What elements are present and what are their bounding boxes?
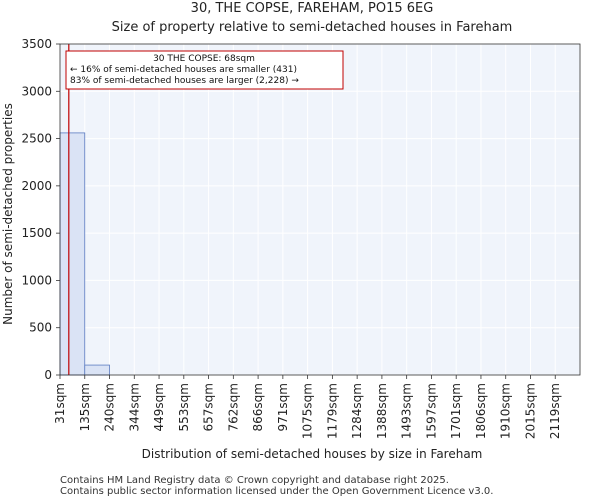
x-tick-label: 2015sqm — [523, 383, 537, 439]
y-tick-label: 500 — [29, 321, 52, 335]
y-tick-label: 3500 — [21, 37, 52, 51]
annotation-line-1: 30 THE COPSE: 68sqm — [153, 54, 255, 64]
x-tick-label: 866sqm — [251, 383, 265, 431]
y-tick-label: 0 — [44, 368, 52, 382]
x-axis: 31sqm 135sqm 240sqm 344sqm 449sqm 553sqm 657sq… — [53, 375, 562, 439]
footer-line-2: Contains public sector information licen… — [60, 486, 493, 497]
x-tick-label: 1179sqm — [325, 383, 339, 439]
x-tick-label: 135sqm — [78, 383, 92, 431]
y-tick-label: 2000 — [21, 179, 52, 193]
y-axis: 0 500 1000 1500 2000 2500 3000 3500 — [21, 37, 60, 382]
y-tick-label: 3000 — [21, 84, 52, 98]
footer-line-1: Contains HM Land Registry data © Crown c… — [60, 475, 449, 486]
x-axis-label: Distribution of semi-detached houses by … — [142, 447, 483, 461]
x-tick-label: 449sqm — [152, 383, 166, 431]
bar — [59, 132, 86, 376]
chart-title: 30, THE COPSE, FAREHAM, PO15 6EG — [191, 1, 434, 16]
x-tick-label: 762sqm — [226, 383, 240, 431]
grid — [59, 43, 581, 376]
annotation-line-3: 83% of semi-detached houses are larger (… — [70, 76, 299, 86]
x-tick-label: 1388sqm — [375, 383, 389, 439]
x-tick-label: 657sqm — [202, 383, 216, 431]
plot-background — [60, 44, 580, 375]
annotation-border — [65, 50, 344, 90]
plot-frame — [59, 43, 581, 376]
plot-area — [59, 43, 581, 376]
x-tick-label: 1701sqm — [449, 383, 463, 439]
x-tick-label: 240sqm — [103, 383, 117, 431]
annotation-line-2: ← 16% of semi-detached houses are smalle… — [70, 65, 297, 75]
y-tick-label: 2500 — [21, 132, 52, 146]
bar — [84, 364, 110, 376]
annotation-box: 30 THE COPSE: 68sqm ← 16% of semi-detach… — [65, 50, 344, 90]
x-tick-label: 1075sqm — [301, 383, 315, 439]
x-tick-label: 1806sqm — [474, 383, 488, 439]
bars — [59, 132, 110, 376]
x-tick-label: 1284sqm — [350, 383, 364, 439]
y-tick-label: 1000 — [21, 273, 52, 287]
x-tick-label: 31sqm — [53, 383, 67, 424]
x-tick-label: 1597sqm — [424, 383, 438, 439]
x-tick-label: 344sqm — [127, 383, 141, 431]
x-tick-label: 553sqm — [177, 383, 191, 431]
x-tick-label: 2119sqm — [548, 383, 562, 439]
y-axis-label: Number of semi-detached properties — [1, 103, 15, 325]
chart-subtitle: Size of property relative to semi-detach… — [112, 20, 513, 35]
x-tick-label: 1910sqm — [499, 383, 513, 439]
y-tick-label: 1500 — [21, 226, 52, 240]
x-tick-label: 971sqm — [276, 383, 290, 431]
x-tick-label: 1493sqm — [400, 383, 414, 439]
